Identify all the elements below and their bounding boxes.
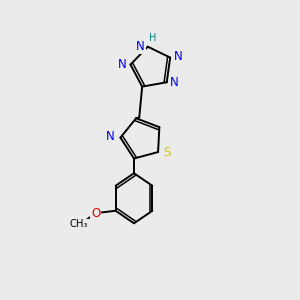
Text: CH₃: CH₃ bbox=[70, 219, 88, 229]
Text: H: H bbox=[149, 33, 157, 43]
Text: N: N bbox=[118, 58, 127, 71]
Text: N: N bbox=[136, 40, 145, 53]
Text: O: O bbox=[91, 207, 100, 220]
Text: S: S bbox=[164, 146, 171, 159]
Text: N: N bbox=[174, 50, 182, 63]
Text: N: N bbox=[170, 76, 179, 89]
Text: N: N bbox=[106, 130, 115, 142]
